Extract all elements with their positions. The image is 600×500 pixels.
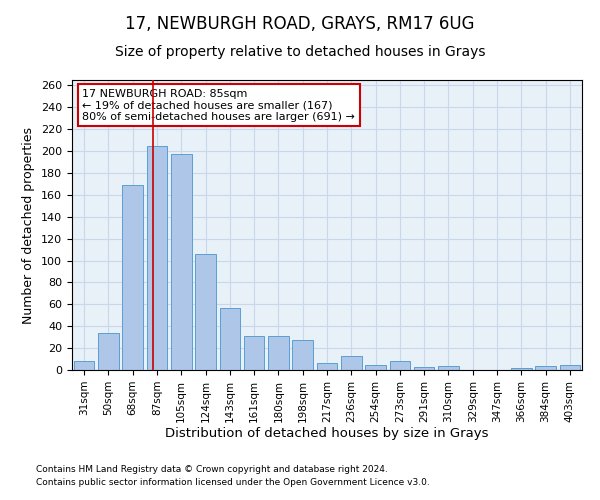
Bar <box>171 154 191 370</box>
Bar <box>244 336 265 370</box>
Text: 17, NEWBURGH ROAD, GRAYS, RM17 6UG: 17, NEWBURGH ROAD, GRAYS, RM17 6UG <box>125 15 475 33</box>
Bar <box>365 364 386 370</box>
Bar <box>438 366 459 370</box>
Bar <box>511 368 532 370</box>
Bar <box>98 333 119 370</box>
Bar <box>341 356 362 370</box>
Bar <box>122 185 143 370</box>
Bar <box>414 366 434 370</box>
Bar <box>535 366 556 370</box>
Text: Size of property relative to detached houses in Grays: Size of property relative to detached ho… <box>115 45 485 59</box>
Bar <box>317 364 337 370</box>
Bar <box>560 364 580 370</box>
Text: Contains HM Land Registry data © Crown copyright and database right 2024.: Contains HM Land Registry data © Crown c… <box>36 466 388 474</box>
Text: Contains public sector information licensed under the Open Government Licence v3: Contains public sector information licen… <box>36 478 430 487</box>
Bar <box>389 361 410 370</box>
Text: 17 NEWBURGH ROAD: 85sqm
← 19% of detached houses are smaller (167)
80% of semi-d: 17 NEWBURGH ROAD: 85sqm ← 19% of detache… <box>82 88 355 122</box>
Bar <box>220 308 240 370</box>
Bar <box>195 254 216 370</box>
Bar <box>268 336 289 370</box>
Bar <box>146 146 167 370</box>
Bar <box>74 361 94 370</box>
X-axis label: Distribution of detached houses by size in Grays: Distribution of detached houses by size … <box>165 428 489 440</box>
Bar <box>292 340 313 370</box>
Y-axis label: Number of detached properties: Number of detached properties <box>22 126 35 324</box>
